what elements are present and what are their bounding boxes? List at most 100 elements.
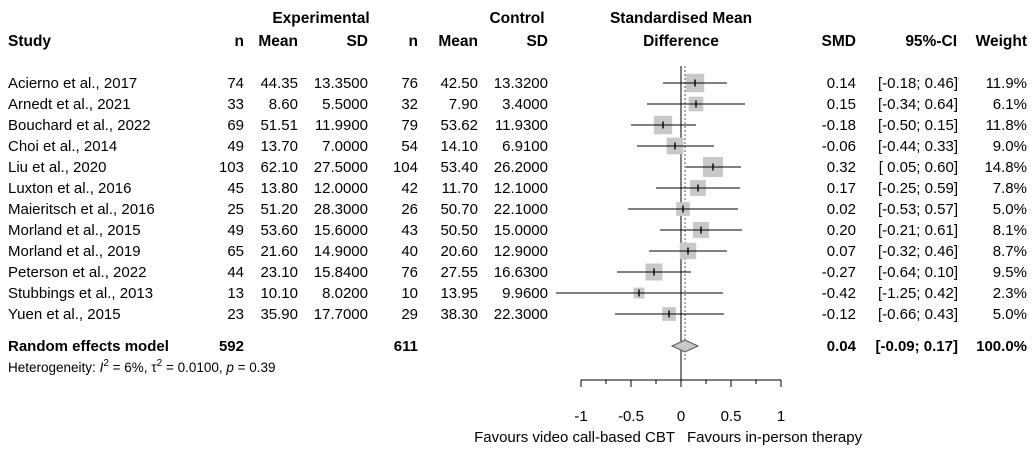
header-smd-title-1: Standardised Mean bbox=[610, 10, 752, 27]
ci-value: [-0.18; 0.46] bbox=[878, 75, 958, 92]
weight-value: 7.8% bbox=[993, 180, 1027, 197]
study-name: Maieritsch et al., 2016 bbox=[8, 201, 155, 218]
exp-mean: 53.60 bbox=[260, 222, 298, 239]
reference-lines bbox=[680, 66, 686, 380]
x-tick-label: -0.5 bbox=[618, 408, 644, 425]
ctrl-sd: 12.9000 bbox=[494, 243, 548, 260]
ctrl-sd: 13.3200 bbox=[494, 75, 548, 92]
ctrl-sd: 9.9600 bbox=[502, 285, 548, 302]
exp-n: 33 bbox=[227, 96, 244, 113]
ctrl-sd: 16.6300 bbox=[494, 264, 548, 281]
weight-value: 9.5% bbox=[993, 264, 1027, 281]
ctrl-mean: 13.95 bbox=[440, 285, 478, 302]
pooled-exp-n: 592 bbox=[219, 338, 244, 355]
table-row: Liu et al., 2020 103 62.10 27.5000 104 53.40 2… bbox=[8, 157, 1027, 177]
weight-value: 6.1% bbox=[993, 96, 1027, 113]
smd-value: -0.06 bbox=[822, 138, 856, 155]
smd-value: 0.32 bbox=[827, 159, 856, 176]
header-experimental: Experimental bbox=[272, 10, 369, 27]
ctrl-mean: 27.55 bbox=[440, 264, 478, 281]
smd-value: -0.12 bbox=[822, 306, 856, 323]
exp-sd: 28.3000 bbox=[314, 201, 368, 218]
exp-n: 44 bbox=[227, 264, 244, 281]
ci-value: [ 0.05; 0.60] bbox=[879, 159, 958, 176]
exp-n: 69 bbox=[227, 117, 244, 134]
exp-n: 65 bbox=[227, 243, 244, 260]
ci-value: [-0.32; 0.46] bbox=[878, 243, 958, 260]
header-ctrl-sd: SD bbox=[526, 33, 548, 50]
ctrl-n: 32 bbox=[401, 96, 418, 113]
ctrl-n: 76 bbox=[401, 75, 418, 92]
exp-sd: 11.9900 bbox=[315, 117, 368, 134]
header-study: Study bbox=[8, 33, 51, 50]
header-smd: SMD bbox=[822, 33, 856, 50]
table-row: Morland et al., 2019 65 21.60 14.9000 40 20.6… bbox=[8, 242, 1027, 260]
ctrl-mean: 50.70 bbox=[440, 201, 478, 218]
ctrl-sd: 26.2000 bbox=[494, 159, 548, 176]
pooled-diamond bbox=[670, 339, 700, 353]
weight-value: 2.3% bbox=[993, 285, 1027, 302]
weight-value: 5.0% bbox=[993, 306, 1027, 323]
exp-mean: 13.70 bbox=[260, 138, 298, 155]
header-smd-title-2: Difference bbox=[643, 33, 719, 50]
study-name: Arnedt et al., 2021 bbox=[8, 96, 131, 113]
exp-sd: 17.7000 bbox=[314, 306, 368, 323]
smd-value: 0.20 bbox=[827, 222, 856, 239]
weight-value: 11.9% bbox=[986, 75, 1027, 92]
x-tick-label: -1 bbox=[574, 408, 587, 425]
pooled-weight: 100.0% bbox=[976, 338, 1027, 355]
ctrl-n: 104 bbox=[393, 159, 418, 176]
ctrl-mean: 53.62 bbox=[440, 117, 478, 134]
study-name: Stubbings et al., 2013 bbox=[8, 285, 153, 302]
exp-sd: 12.0000 bbox=[314, 180, 368, 197]
ctrl-n: 54 bbox=[401, 138, 418, 155]
exp-n: 103 bbox=[219, 159, 244, 176]
study-name: Acierno et al., 2017 bbox=[8, 75, 137, 92]
pooled-ctrl-n: 611 bbox=[394, 338, 418, 355]
weight-value: 9.0% bbox=[993, 138, 1027, 155]
pooled-smd: 0.04 bbox=[827, 338, 857, 355]
exp-mean: 51.51 bbox=[260, 117, 298, 134]
weight-value: 11.8% bbox=[986, 117, 1027, 134]
exp-n: 13 bbox=[227, 285, 244, 302]
table-row: Arnedt et al., 2021 33 8.60 5.5000 32 7.90 3.4… bbox=[8, 96, 1027, 113]
study-name: Morland et al., 2015 bbox=[8, 222, 141, 239]
x-axis: -1 -0.5 0 0.5 1 bbox=[574, 379, 785, 425]
ci-value: [-0.53; 0.57] bbox=[878, 201, 958, 218]
smd-value: 0.14 bbox=[827, 75, 856, 92]
ci-value: [-0.34; 0.64] bbox=[878, 96, 958, 113]
study-name: Bouchard et al., 2022 bbox=[8, 117, 151, 134]
ctrl-n: 40 bbox=[401, 243, 418, 260]
header-exp-sd: SD bbox=[346, 33, 368, 50]
header-weight: Weight bbox=[976, 33, 1027, 50]
exp-sd: 13.3500 bbox=[314, 75, 368, 92]
ctrl-n: 42 bbox=[401, 180, 418, 197]
ctrl-sd: 11.9300 bbox=[495, 117, 548, 134]
study-name: Yuen et al., 2015 bbox=[8, 306, 121, 323]
pooled-ci: [-0.09; 0.17] bbox=[875, 338, 958, 355]
header-ci: 95%-CI bbox=[905, 33, 957, 50]
smd-value: 0.15 bbox=[827, 96, 856, 113]
table-row: Stubbings et al., 2013 13 10.10 8.0200 10 13.… bbox=[8, 285, 1027, 302]
x-tick-label: 0.5 bbox=[721, 408, 742, 425]
header-exp-n: n bbox=[235, 33, 244, 50]
study-name: Peterson et al., 2022 bbox=[8, 264, 146, 281]
ctrl-n: 76 bbox=[401, 264, 418, 281]
weight-value: 14.8% bbox=[984, 159, 1027, 176]
exp-mean: 35.90 bbox=[260, 306, 298, 323]
table-row: Yuen et al., 2015 23 35.90 17.7000 29 38.30 22… bbox=[8, 306, 1027, 323]
exp-n: 25 bbox=[227, 201, 244, 218]
ctrl-mean: 42.50 bbox=[440, 75, 478, 92]
exp-mean: 51.20 bbox=[260, 201, 298, 218]
table-row: Morland et al., 2015 49 53.60 15.6000 43 50.5… bbox=[8, 221, 1027, 239]
smd-value: -0.27 bbox=[822, 264, 856, 281]
exp-n: 74 bbox=[227, 75, 244, 92]
smd-value: 0.17 bbox=[827, 180, 856, 197]
ci-value: [-1.25; 0.42] bbox=[878, 285, 958, 302]
exp-mean: 10.10 bbox=[260, 285, 298, 302]
header-control: Control bbox=[489, 10, 544, 27]
table-row: Peterson et al., 2022 44 23.10 15.8400 76 27.… bbox=[8, 263, 1027, 281]
ctrl-mean: 38.30 bbox=[440, 306, 478, 323]
ctrl-n: 79 bbox=[401, 117, 418, 134]
weight-value: 8.7% bbox=[993, 243, 1027, 260]
